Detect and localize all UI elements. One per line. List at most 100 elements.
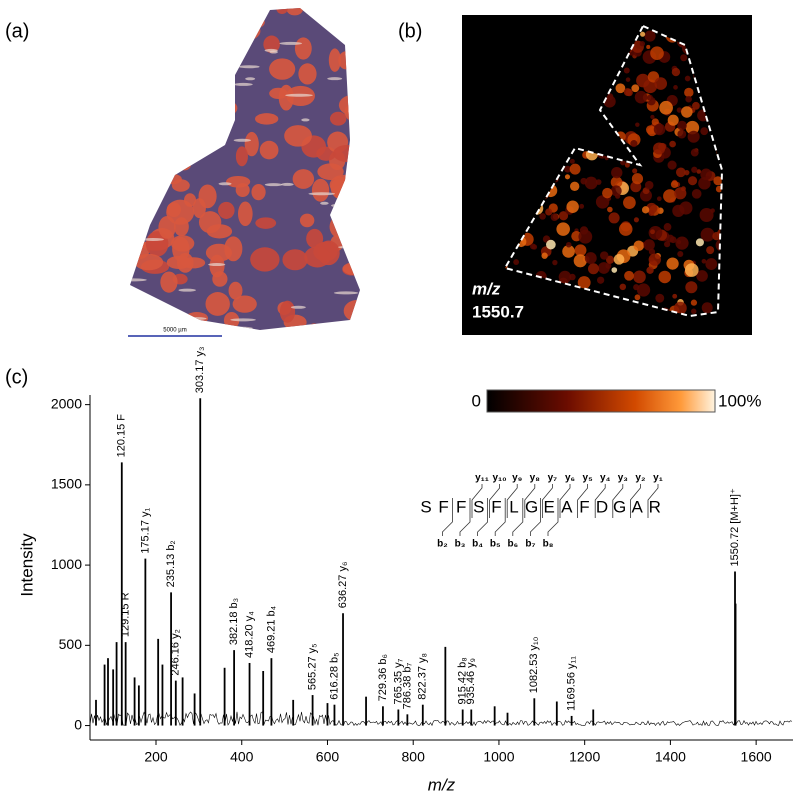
tissue-lobule: [279, 300, 296, 323]
tissue-lobule: [143, 32, 171, 56]
b-fragment-marker: [459, 498, 471, 536]
ion-pixel: [677, 120, 687, 131]
peak-label: 469.21 b₄: [265, 605, 277, 653]
y-fragment-marker: [577, 484, 588, 518]
ion-pixel: [669, 140, 676, 148]
residue: G: [613, 497, 626, 516]
ion-pixel: [701, 302, 713, 314]
y-fragment-marker: [594, 484, 606, 518]
ion-pixel: [699, 208, 714, 223]
tissue-lobule: [174, 130, 196, 146]
ion-pixel: [615, 83, 626, 94]
tissue-lobule: [188, 39, 203, 53]
ion-pixel: [613, 254, 625, 265]
x-tick-label: 800: [402, 749, 426, 765]
tissue-lobule: [188, 75, 210, 95]
ion-pixel: [606, 93, 614, 101]
tissue-septum: [290, 305, 306, 309]
ion-pixel: [650, 229, 655, 235]
tissue-lobule: [130, 97, 135, 121]
ion-pixel: [552, 259, 558, 266]
y-fragment-marker: [630, 484, 641, 518]
ion-pixel: [712, 232, 721, 241]
peak-label: 565.27 y₅: [306, 643, 318, 690]
ion-pixel: [646, 44, 651, 49]
ion-pixel: [610, 185, 622, 197]
tissue-lobule: [244, 16, 265, 29]
ion-pixel: [636, 283, 651, 297]
tissue-septum: [180, 18, 204, 22]
ion-pixel: [623, 88, 632, 96]
ion-pixel: [656, 196, 662, 202]
tissue-septum: [280, 182, 294, 186]
tissue-lobule: [194, 107, 225, 131]
tissue-lobule: [235, 146, 248, 167]
tissue-lobule: [201, 69, 220, 93]
ion-pixel: [675, 236, 689, 250]
peak-label: 418.20 y₄: [243, 611, 255, 658]
y-fragment-marker: [612, 484, 624, 518]
ion-pixel: [690, 308, 697, 314]
ion-pixel: [619, 283, 627, 291]
mz-value: 1550.7: [472, 302, 524, 321]
mz-label: m/z: [472, 279, 501, 298]
b-fragment-marker: [547, 498, 559, 536]
ion-pixel: [653, 142, 666, 155]
tissue-septum: [208, 263, 226, 267]
ion-pixel: [692, 101, 700, 110]
tissue-lobule: [226, 175, 251, 188]
residue: A: [561, 497, 573, 516]
ion-pixel: [658, 270, 672, 284]
tissue-lobule: [342, 28, 360, 41]
ion-pixel: [676, 107, 683, 113]
peak-label: 729.36 b₆: [377, 654, 389, 701]
ion-pixel: [701, 258, 707, 264]
tissue-lobule: [235, 13, 253, 32]
y-tick-label: 2000: [51, 395, 82, 411]
tissue-lobule: [214, 32, 237, 54]
x-tick-label: 1400: [655, 749, 686, 765]
b-fragment-marker: [494, 498, 506, 536]
ion-pixel: [670, 180, 679, 189]
ion-pixel: [648, 253, 661, 266]
tissue-septum: [308, 192, 336, 196]
tissue-lobule: [183, 193, 197, 207]
ion-pixel: [654, 77, 668, 90]
peak-label: 915.42 b₈: [457, 657, 469, 704]
residue: L: [509, 497, 518, 516]
y-tick-label: 1500: [51, 476, 82, 492]
ion-pixel: [650, 46, 664, 61]
tissue-lobule: [183, 107, 201, 130]
tissue-septum: [163, 44, 172, 48]
b-ion-label: b₅: [490, 539, 501, 550]
tissue-lobule: [202, 108, 217, 133]
y-tick-label: 0: [74, 716, 82, 732]
b-ion-label: b₄: [472, 539, 483, 550]
tissue-lobule: [136, 39, 156, 65]
tissue-lobule: [153, 314, 167, 330]
tissue-septum: [306, 11, 324, 15]
ion-pixel: [690, 299, 698, 306]
ion-pixel: [570, 181, 580, 192]
tissue-lobule: [232, 21, 261, 41]
tissue-septum: [320, 201, 329, 205]
tissue-lobule: [152, 28, 176, 44]
tissue-lobule: [198, 184, 217, 209]
ion-pixel: [643, 239, 655, 251]
ion-pixel: [663, 189, 677, 203]
b-ion-label: b₂: [437, 539, 448, 550]
ion-pixel: [700, 227, 715, 242]
ion-pixel: [691, 189, 702, 199]
tissue-lobule: [306, 323, 322, 330]
colorbar-tick-label: 0: [472, 391, 481, 410]
ion-pixel: [687, 130, 700, 143]
ion-pixel: [573, 254, 587, 268]
tissue-lobule: [141, 38, 154, 61]
ion-pixel: [695, 238, 704, 247]
tissue-lobule: [304, 246, 331, 268]
tissue-lobule: [145, 231, 169, 257]
ion-pixel: [651, 118, 659, 126]
ion-pixel: [564, 174, 571, 180]
residue: G: [525, 497, 538, 516]
peak-label: 1550.72 [M+H]⁺: [729, 488, 741, 566]
